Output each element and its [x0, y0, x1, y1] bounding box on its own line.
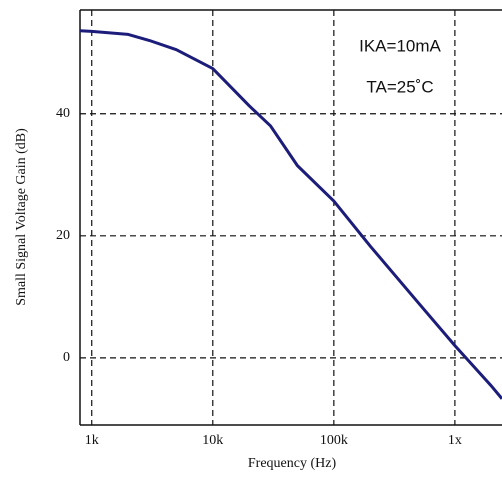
x-tick-label: 100k — [320, 433, 348, 448]
x-axis-label: Frequency (Hz) — [248, 456, 337, 471]
y-tick-label: 20 — [56, 228, 70, 243]
y-tick-label: 0 — [63, 350, 70, 365]
data-line — [79, 29, 502, 400]
annotation: IKA=10mA — [359, 36, 441, 55]
x-tick-label: 1x — [448, 433, 462, 448]
annotation: TA=25˚C — [366, 77, 433, 96]
x-tick-label: 10k — [202, 433, 223, 448]
x-tick-label: 1k — [85, 433, 99, 448]
y-tick-label: 40 — [56, 106, 70, 121]
y-axis-label: Small Signal Voltage Gain (dB) — [14, 128, 29, 306]
